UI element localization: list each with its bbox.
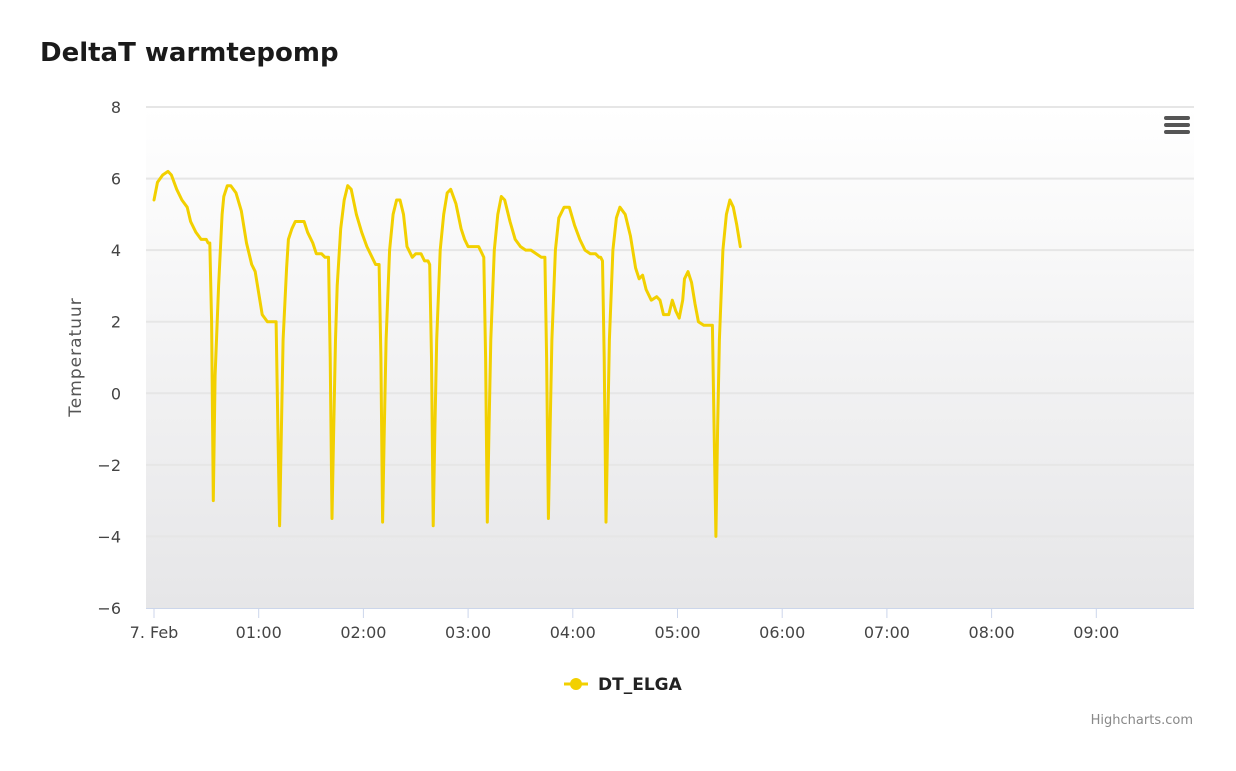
legend-item-dt-elga[interactable]: DT_ELGA <box>564 675 683 695</box>
x-tick-label: 01:00 <box>236 623 282 642</box>
y-axis-title: Temperatuur <box>66 297 86 417</box>
x-tick-label: 7. Feb <box>130 623 179 642</box>
x-tick-label: 05:00 <box>654 623 700 642</box>
x-tick-label: 08:00 <box>969 623 1015 642</box>
plot-background <box>146 107 1194 608</box>
hamburger-menu-icon[interactable] <box>1162 112 1192 140</box>
grid-lines <box>146 106 1194 609</box>
x-tick-label: 07:00 <box>864 623 910 642</box>
y-axis-ticks: 8 6 4 2 0 −2 −4 −6 <box>97 98 121 618</box>
y-tick-label: 2 <box>111 313 121 332</box>
x-axis-ticks: 7. Feb 01:00 02:00 03:00 04:00 05:00 06:00 07:0… <box>130 608 1119 642</box>
x-tick-label: 06:00 <box>759 623 805 642</box>
y-tick-label: 4 <box>111 241 121 260</box>
series-layer <box>152 169 742 538</box>
y-tick-label: 0 <box>111 384 121 403</box>
credits-link[interactable]: Highcharts.com <box>1091 713 1193 728</box>
x-tick-label: 04:00 <box>550 623 596 642</box>
y-tick-label: −6 <box>97 599 121 618</box>
series-line-dt-elga[interactable] <box>152 169 742 538</box>
y-tick-label: −2 <box>97 456 121 475</box>
y-tick-label: 8 <box>111 98 121 117</box>
x-tick-label: 03:00 <box>445 623 491 642</box>
chart-title: DeltaT warmtepomp <box>40 38 339 68</box>
y-tick-label: 6 <box>111 170 121 189</box>
x-tick-label: 09:00 <box>1073 623 1119 642</box>
legend-dot-marker <box>570 678 582 690</box>
y-tick-label: −4 <box>97 527 121 546</box>
legend-label: DT_ELGA <box>598 675 683 695</box>
x-tick-label: 02:00 <box>340 623 386 642</box>
